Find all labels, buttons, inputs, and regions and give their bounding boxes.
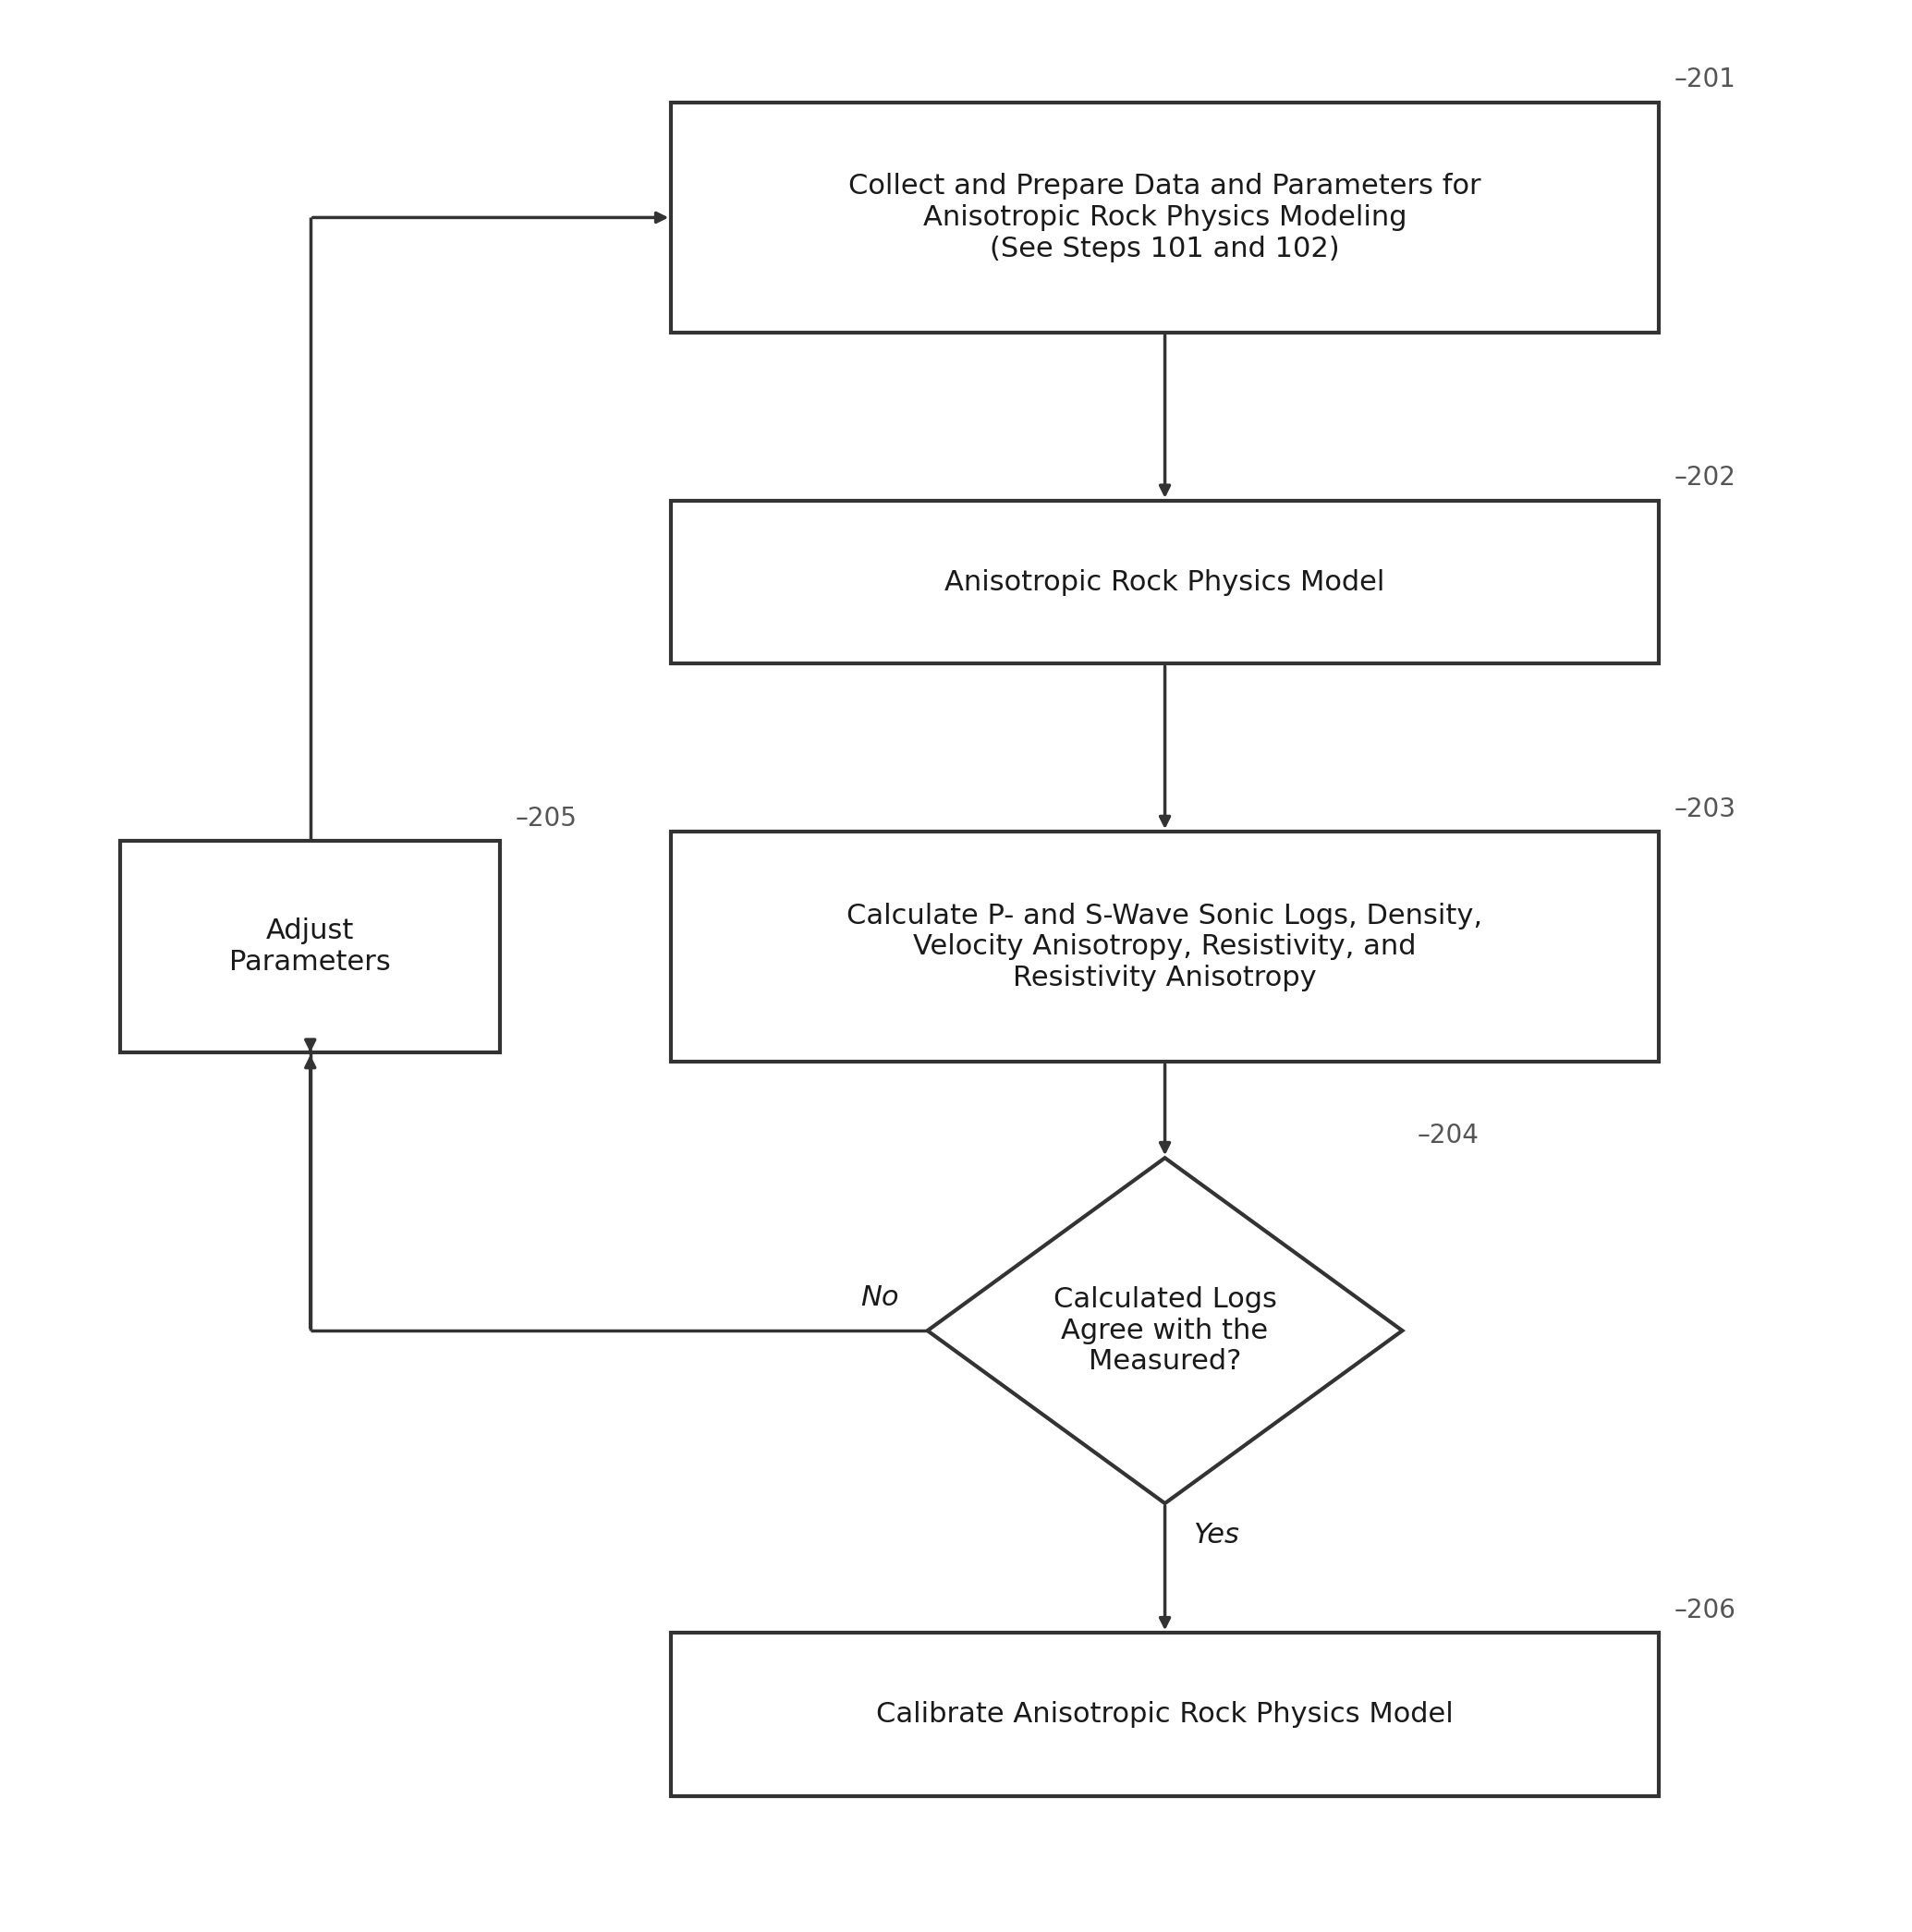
- Text: Calculated Logs
Agree with the
Measured?: Calculated Logs Agree with the Measured?: [1054, 1287, 1277, 1376]
- Polygon shape: [927, 1157, 1401, 1503]
- Text: Calibrate Anisotropic Rock Physics Model: Calibrate Anisotropic Rock Physics Model: [876, 1700, 1453, 1727]
- Text: Yes: Yes: [1193, 1522, 1239, 1549]
- FancyBboxPatch shape: [120, 840, 501, 1053]
- FancyBboxPatch shape: [671, 1633, 1660, 1797]
- Text: –201: –201: [1673, 68, 1736, 93]
- FancyBboxPatch shape: [671, 102, 1660, 332]
- Text: No: No: [860, 1285, 899, 1312]
- Text: Anisotropic Rock Physics Model: Anisotropic Rock Physics Model: [945, 568, 1384, 595]
- Text: Adjust
Parameters: Adjust Parameters: [229, 918, 392, 976]
- Text: –206: –206: [1673, 1598, 1736, 1623]
- Text: Calculate P- and S-Wave Sonic Logs, Density,
Velocity Anisotropy, Resistivity, a: Calculate P- and S-Wave Sonic Logs, Dens…: [847, 902, 1484, 991]
- Text: –203: –203: [1673, 796, 1736, 821]
- Text: Collect and Prepare Data and Parameters for
Anisotropic Rock Physics Modeling
(S: Collect and Prepare Data and Parameters …: [849, 174, 1482, 263]
- Text: –204: –204: [1417, 1122, 1480, 1148]
- FancyBboxPatch shape: [671, 500, 1660, 665]
- Text: –205: –205: [516, 806, 577, 831]
- Text: –202: –202: [1673, 466, 1736, 491]
- FancyBboxPatch shape: [671, 831, 1660, 1063]
